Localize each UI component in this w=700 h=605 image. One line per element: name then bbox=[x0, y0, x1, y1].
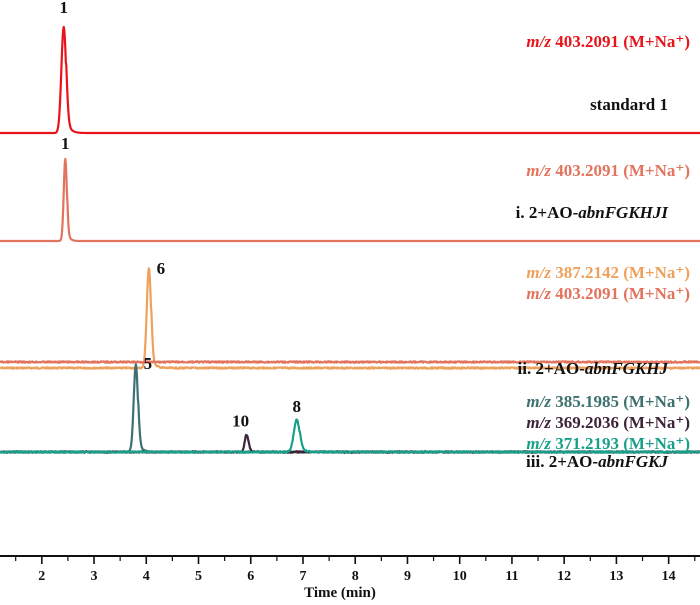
x-tick-label: 7 bbox=[299, 569, 306, 584]
x-tick-label: 3 bbox=[91, 569, 98, 584]
x-tick-label: 10 bbox=[453, 569, 467, 584]
x-tick-label: 5 bbox=[195, 569, 202, 584]
x-tick-label: 2 bbox=[38, 569, 45, 584]
trace-i-403-2091 bbox=[0, 157, 700, 243]
trace-standard-1-403-2091 bbox=[0, 25, 700, 135]
mz-legend-entry: m/z 403.2091 (M+Na⁺) bbox=[526, 284, 690, 303]
trace-layer bbox=[0, 25, 700, 454]
mz-legend-entry: m/z 403.2091 (M+Na⁺) bbox=[526, 161, 690, 180]
trace-ii-403-2091 bbox=[0, 360, 700, 364]
peak-label: 1 bbox=[61, 134, 70, 153]
panel-label: standard 1 bbox=[590, 95, 668, 114]
mz-legend-entry: m/z 385.1985 (M+Na⁺) bbox=[526, 392, 690, 411]
peak-label: 10 bbox=[232, 412, 249, 431]
trace-ii-387-2142 bbox=[0, 267, 700, 370]
x-tick-label: 9 bbox=[404, 569, 411, 584]
peak-label: 1 bbox=[59, 0, 68, 17]
mz-legend-entry: m/z 369.2036 (M+Na⁺) bbox=[526, 413, 690, 432]
mz-legend-entry: m/z 387.2142 (M+Na⁺) bbox=[526, 263, 690, 282]
x-tick-label: 12 bbox=[557, 569, 571, 584]
panel-label: iii. 2+AO-abnFGKJ bbox=[526, 452, 668, 471]
mz-legend-entry: m/z 403.2091 (M+Na⁺) bbox=[526, 32, 690, 51]
x-axis-label: Time (min) bbox=[304, 585, 376, 601]
panel-label: i. 2+AO-abnFGKHJI bbox=[516, 203, 670, 222]
x-tick-label: 13 bbox=[609, 569, 623, 584]
peak-label: 5 bbox=[144, 354, 153, 373]
trace-iii-371-2193 bbox=[0, 418, 700, 454]
x-axis: 2 3 4 5 6 7 8 9 10 11 12 13 14 bbox=[0, 555, 700, 584]
mz-legend-entry: m/z 371.2193 (M+Na⁺) bbox=[526, 434, 690, 453]
panel-label: ii. 2+AO-abnFGKHJ bbox=[518, 359, 669, 378]
x-tick-label: 11 bbox=[505, 569, 518, 584]
peak-label: 8 bbox=[292, 397, 301, 416]
x-tick-label: 4 bbox=[143, 569, 150, 584]
x-tick-label: 6 bbox=[247, 569, 254, 584]
annotation-layer: 1 m/z 403.2091 (M+Na⁺) standard 1 1 m/z 403.… bbox=[59, 0, 690, 471]
x-tick-label: 14 bbox=[662, 569, 676, 584]
peak-label: 6 bbox=[157, 259, 166, 278]
x-tick-label: 8 bbox=[352, 569, 359, 584]
